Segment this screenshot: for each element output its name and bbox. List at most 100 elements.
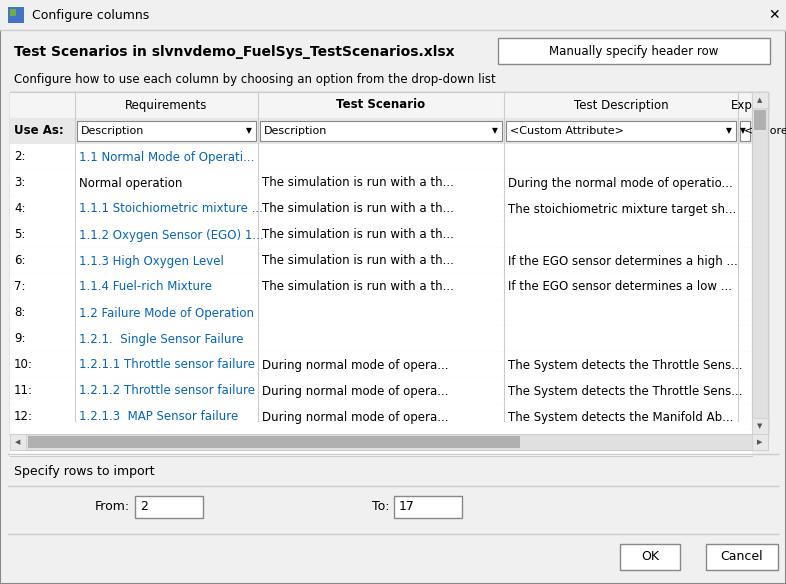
Text: 1.2.1.1 Throttle sensor failure: 1.2.1.1 Throttle sensor failure [79,359,255,371]
Text: Normal operation: Normal operation [79,176,182,189]
Bar [10,430,752,456]
Text: OK: OK [641,551,659,564]
Bar [10,118,752,144]
Text: During the normal mode of operatio...: During the normal mode of operatio... [508,176,733,189]
Text: The simulation is run with a th...: The simulation is run with a th... [262,176,454,189]
Bar [10,404,752,430]
Text: The simulation is run with a th...: The simulation is run with a th... [262,255,454,267]
Bar [0,0,786,30]
Text: 5:: 5: [14,228,25,242]
Bar [394,496,462,518]
Text: 1.1.3 High Oxygen Level: 1.1.3 High Oxygen Level [79,255,224,267]
Text: 1.2.1.  Single Sensor Failure: 1.2.1. Single Sensor Failure [79,332,244,346]
Text: The System detects the Throttle Sens...: The System detects the Throttle Sens... [508,384,743,398]
Text: The System detects the Manifold Ab...: The System detects the Manifold Ab... [508,436,733,450]
Bar [28,436,520,448]
Text: 1.1.2 Oxygen Sensor (EGO) 1...: 1.1.2 Oxygen Sensor (EGO) 1... [79,228,263,242]
Text: 3:: 3: [14,176,25,189]
Text: 13:: 13: [14,436,33,450]
Text: 6:: 6: [14,255,25,267]
Bar [10,144,752,170]
Bar [10,326,752,352]
Text: ▼: ▼ [726,127,732,135]
Text: ▶: ▶ [758,439,762,445]
Bar [620,544,680,570]
Text: 1.1 Normal Mode of Operati...: 1.1 Normal Mode of Operati... [79,151,255,164]
Text: 2: 2 [140,500,148,513]
Bar [752,418,768,434]
Text: 1.1.1 Stoichiometric mixture ...: 1.1.1 Stoichiometric mixture ... [79,203,263,215]
Text: 2:: 2: [14,151,25,164]
Text: Expe: Expe [730,99,759,112]
Text: 1.2.1.3  MAP Sensor failure: 1.2.1.3 MAP Sensor failure [79,411,238,423]
Bar [10,170,752,196]
Text: Specify rows to import: Specify rows to import [14,465,155,478]
Bar [10,434,26,450]
Text: Use As:: Use As: [14,124,64,137]
Text: 9:: 9: [14,332,25,346]
Bar [10,222,752,248]
Text: 1.2.1.2 Throttle sensor failure: 1.2.1.2 Throttle sensor failure [79,384,255,398]
Text: During normal mode of opera...: During normal mode of opera... [262,436,449,450]
Text: The simulation is run with a th...: The simulation is run with a th... [262,203,454,215]
Bar [752,92,768,108]
Text: The stoichiometric mixture target sh...: The stoichiometric mixture target sh... [508,203,736,215]
Text: 1.2 Failure Mode of Operation: 1.2 Failure Mode of Operation [79,307,254,319]
Text: <Custom Attribute>: <Custom Attribute> [510,126,624,136]
Bar [260,121,502,141]
Text: The simulation is run with a th...: The simulation is run with a th... [262,280,454,294]
Text: 1.2.1.4  MAP Sensor failure: 1.2.1.4 MAP Sensor failure [79,436,238,450]
Bar [752,92,768,434]
Text: During normal mode of opera...: During normal mode of opera... [262,411,449,423]
Text: Description: Description [264,126,328,136]
Text: Cancel: Cancel [721,551,763,564]
Text: ▼: ▼ [492,127,498,135]
Bar [10,92,768,434]
Bar [706,544,778,570]
Text: 12:: 12: [14,411,33,423]
Text: To:: To: [373,500,390,513]
Text: Test Scenarios in slvnvdemo_FuelSys_TestScenarios.xlsx: Test Scenarios in slvnvdemo_FuelSys_Test… [14,45,454,59]
Text: The System detects the Throttle Sens...: The System detects the Throttle Sens... [508,359,743,371]
Text: ▼: ▼ [246,127,252,135]
Bar [10,274,752,300]
Bar [10,378,752,404]
Bar [10,9,16,16]
Bar [77,121,256,141]
Text: 4:: 4: [14,203,25,215]
Text: 11:: 11: [14,384,33,398]
Text: Test Scenario: Test Scenario [336,99,425,112]
Bar [10,248,752,274]
Text: 17: 17 [399,500,415,513]
Text: If the EGO sensor determines a low ...: If the EGO sensor determines a low ... [508,280,732,294]
Bar [10,300,752,326]
Bar [506,121,736,141]
Bar [754,110,766,130]
Text: ✕: ✕ [768,8,780,22]
Text: ▼: ▼ [758,423,762,429]
Text: The System detects the Manifold Ab...: The System detects the Manifold Ab... [508,411,733,423]
Bar [10,434,768,450]
Text: If the EGO sensor determines a high ...: If the EGO sensor determines a high ... [508,255,738,267]
Text: 8:: 8: [14,307,25,319]
Bar [740,121,750,141]
Text: 1.1.4 Fuel-rich Mixture: 1.1.4 Fuel-rich Mixture [79,280,212,294]
Bar [10,92,752,118]
Text: 10:: 10: [14,359,33,371]
Bar [135,496,203,518]
Text: From:: From: [95,500,130,513]
Bar [10,196,752,222]
Text: Configure how to use each column by choosing an option from the drop-down list: Configure how to use each column by choo… [14,74,496,86]
Text: The simulation is run with a th...: The simulation is run with a th... [262,228,454,242]
Bar [10,352,752,378]
Text: ▲: ▲ [758,97,762,103]
Bar [8,7,24,23]
Text: During normal mode of opera...: During normal mode of opera... [262,359,449,371]
Text: During normal mode of opera...: During normal mode of opera... [262,384,449,398]
Text: 7:: 7: [14,280,25,294]
Text: Manually specify header row: Manually specify header row [549,44,718,57]
Text: Configure columns: Configure columns [32,9,149,22]
Bar [752,434,768,450]
Text: <Ignore>: <Ignore> [744,126,786,136]
Text: ◀: ◀ [15,439,20,445]
